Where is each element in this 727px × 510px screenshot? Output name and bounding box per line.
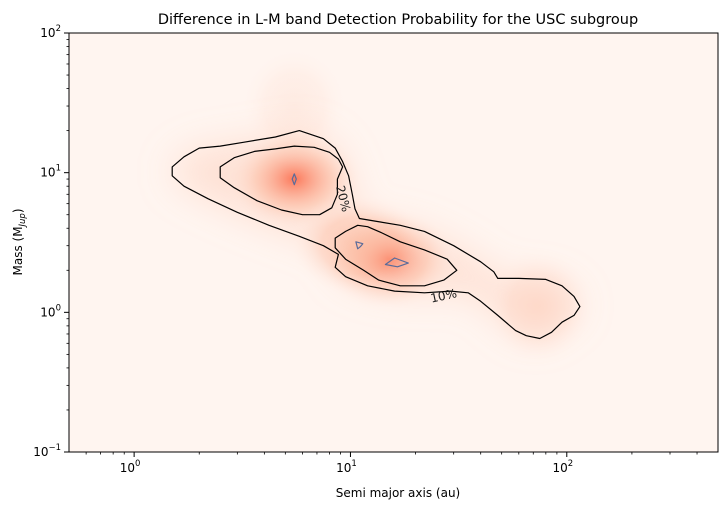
contour-20-percent-lower	[334, 224, 458, 287]
contour-30-percent-c	[384, 257, 409, 268]
y-tick-label-base: 10	[40, 305, 55, 319]
y-axis-label-subscript: Jup	[18, 213, 28, 228]
heatmap-peak	[239, 46, 350, 167]
y-tick-label-base: 10	[40, 26, 55, 40]
y-tick-label-exponent: 1	[56, 164, 61, 174]
x-tick-label: 100	[120, 459, 141, 475]
x-tick-label-base: 10	[336, 461, 351, 475]
heatmap-peak	[484, 246, 595, 367]
y-tick-label: 102	[40, 24, 61, 40]
x-tick-label: 102	[552, 459, 573, 475]
y-tick-label: 10−1	[33, 443, 61, 459]
y-tick-label: 100	[40, 303, 61, 319]
y-tick-label-base: 10	[33, 445, 48, 459]
y-tick-label-exponent: 2	[56, 24, 61, 34]
y-tick-label-exponent: 0	[56, 303, 61, 313]
y-tick-label-exponent: −1	[48, 443, 61, 453]
contour-labels: 10% 20%	[333, 184, 458, 306]
x-tick-label-exponent: 0	[135, 459, 140, 469]
contour-label-1: 20%	[333, 184, 353, 213]
x-tick-label: 101	[336, 459, 357, 475]
x-tick-label-base: 10	[120, 461, 135, 475]
x-tick-label-exponent: 1	[351, 459, 356, 469]
contour-10-percent	[171, 130, 581, 340]
x-axis-label: Semi major axis (au)	[336, 486, 460, 500]
heatmap-peak	[289, 193, 430, 298]
y-axis-label-close: )	[11, 208, 25, 213]
contour-label-0: 10%	[429, 286, 458, 305]
x-axis: 100 101 102	[85, 452, 698, 475]
y-tick-label-base: 10	[40, 166, 55, 180]
y-tick-label: 101	[40, 164, 61, 180]
contour-30-percent-a	[291, 173, 297, 186]
y-axis-label-main: Mass (M	[11, 226, 25, 275]
heatmap	[172, 46, 595, 367]
plot-frame	[68, 32, 719, 453]
y-axis-label: Mass (MJup)	[11, 208, 28, 275]
contour-30-percent-b	[355, 241, 364, 250]
x-tick-label-base: 10	[552, 461, 567, 475]
contour-lines	[171, 130, 581, 340]
chart-title: Difference in L-M band Detection Probabi…	[158, 12, 638, 28]
contour-20-percent-upper	[219, 145, 344, 216]
x-tick-label-exponent: 2	[568, 459, 573, 469]
